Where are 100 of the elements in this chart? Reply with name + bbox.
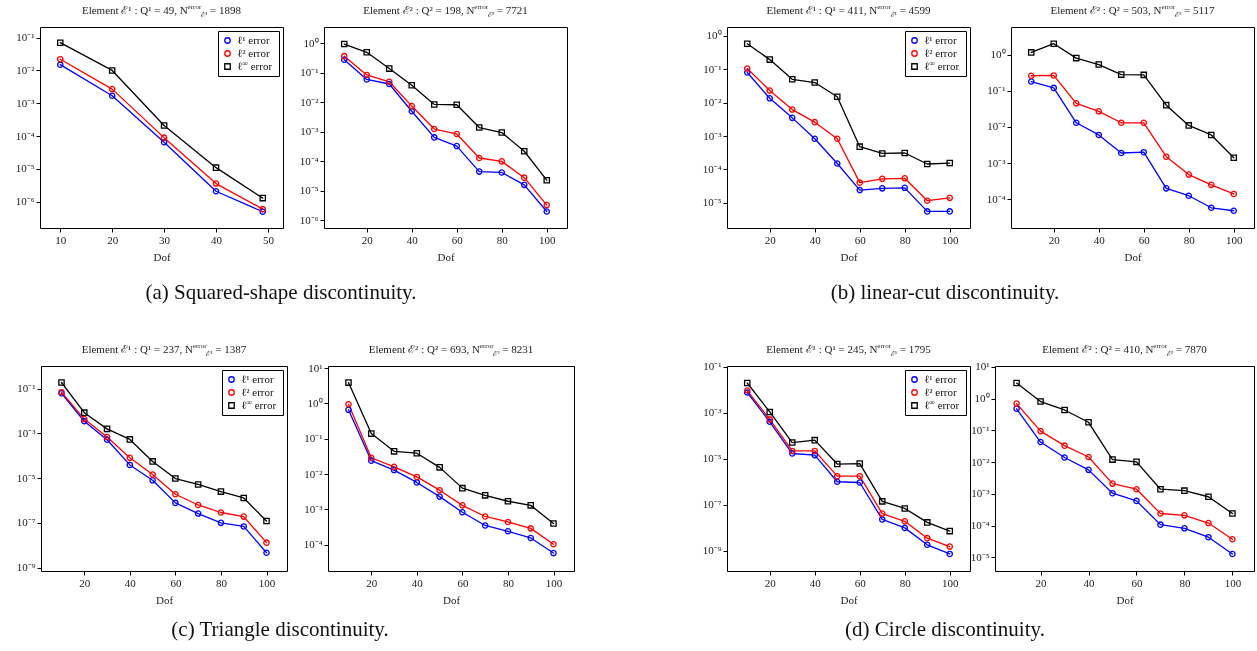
point: [878, 498, 886, 505]
point: [1205, 493, 1212, 501]
chart-title: Element ℰ² : Q² = 410, N$^{error}$$_{ℰ²}$ = 7870: [1041, 342, 1208, 359]
y-tick-label: 10⁰: [307, 396, 323, 409]
point: [475, 168, 483, 175]
y-tick-label: 10⁻⁹: [16, 561, 36, 574]
point: [520, 181, 528, 189]
point: [103, 425, 111, 433]
chart-title: Element ℰ² : Q² = 693, N$^{error}$$_{ℰ²}$ = 8231: [367, 342, 535, 359]
point: [459, 484, 466, 492]
x-tick-label: 20: [79, 576, 91, 589]
x-tick-label: 60: [1138, 233, 1151, 246]
x-tick-label: 60: [1131, 576, 1143, 589]
legend-label: ℓ$^{∞}$ error: [924, 397, 960, 411]
point: [743, 379, 751, 387]
x-tick-label: 100: [539, 233, 556, 246]
legend-label: ℓ$^{∞}$ error: [237, 58, 273, 72]
point: [1117, 71, 1125, 78]
x-tick-label: 20: [1048, 233, 1061, 246]
point: [263, 517, 270, 525]
point: [878, 175, 886, 183]
y-tick-label: 10⁻⁴: [970, 519, 990, 532]
point: [833, 460, 841, 468]
point: [430, 101, 438, 108]
point: [481, 513, 489, 520]
point: [856, 479, 864, 486]
point: [390, 448, 398, 455]
y-tick-label: 10⁻²: [971, 455, 991, 468]
legend-label: ℓ¹ error: [241, 372, 275, 385]
point: [1037, 427, 1044, 435]
point: [436, 486, 443, 494]
y-tick-label: 10⁰: [990, 48, 1006, 61]
point: [1061, 442, 1068, 449]
point: [1072, 119, 1080, 127]
chart-title: Element ℰ¹ : Q¹ = 237, N$^{error}$$_{ℰ¹}$ = 1387: [80, 342, 248, 359]
point: [504, 497, 512, 505]
x-tick-label: 80: [215, 576, 228, 589]
point: [430, 134, 438, 141]
x-tick-label: 40: [406, 233, 419, 246]
legend-label: ℓ¹ error: [924, 33, 958, 46]
y-tick-label: 10⁻⁴: [303, 538, 323, 551]
x-tick-label: 40: [1083, 576, 1096, 589]
point: [160, 122, 168, 129]
point: [1109, 456, 1116, 463]
y-tick-label: 10⁻¹: [16, 31, 35, 44]
point: [811, 118, 819, 126]
point: [543, 176, 551, 184]
y-tick-label: 10⁻⁹: [702, 544, 722, 557]
y-tick-label: 10⁻⁶: [299, 213, 319, 226]
x-tick-label: 20: [107, 233, 119, 246]
chart-title: Element ℰ¹ : Q¹ = 411, N$^{error}$$_{ℰ¹}$ = 4599: [765, 3, 932, 20]
point: [550, 520, 557, 527]
legend-label: ℓ$^{∞}$ error: [241, 397, 277, 411]
x-tick-label: 20: [361, 233, 374, 246]
point: [108, 92, 116, 100]
x-tick-label: 80: [899, 576, 912, 589]
point: [520, 174, 528, 181]
point: [1095, 108, 1103, 115]
point: [901, 175, 909, 182]
point: [58, 379, 65, 386]
point: [833, 93, 841, 101]
point: [1157, 510, 1164, 517]
point: [367, 430, 375, 437]
x-axis-title: Dof: [1124, 250, 1142, 263]
point: [1205, 519, 1212, 527]
text: (b) linear-cut discontinuity.: [830, 280, 1060, 304]
y-tick-label: 10⁻⁵: [702, 452, 722, 465]
point: [901, 149, 909, 157]
point: [212, 180, 220, 187]
point: [1085, 418, 1092, 426]
point: [1109, 489, 1116, 497]
point: [459, 502, 466, 509]
point: [1157, 521, 1164, 528]
x-tick-label: 20: [764, 576, 777, 589]
y-tick-label: 10¹: [308, 361, 323, 374]
y-tick-label: 10⁻³: [17, 426, 37, 439]
point: [856, 460, 864, 467]
point: [1181, 487, 1188, 494]
y-tick-label: 10⁻²: [300, 95, 320, 108]
point: [1133, 458, 1140, 466]
y-tick-label: 10⁻⁵: [299, 184, 319, 197]
point: [1013, 379, 1020, 387]
point: [436, 493, 443, 500]
point: [1085, 466, 1092, 474]
point: [923, 519, 931, 526]
point: [1050, 72, 1058, 79]
x-tick-label: 80: [1183, 233, 1196, 246]
point: [459, 508, 466, 516]
point: [1072, 100, 1080, 107]
x-tick-label: 100: [942, 233, 959, 246]
line-series: [345, 379, 557, 527]
point: [1085, 453, 1092, 461]
point: [1133, 497, 1140, 505]
point: [1027, 49, 1035, 56]
legend-label: ℓ¹ error: [237, 33, 271, 46]
x-tick-label: 50: [262, 233, 275, 246]
x-tick-label: 60: [457, 576, 469, 589]
y-tick-label: 10⁻²: [987, 120, 1007, 133]
chart-title: Element ℰ² : Q² = 503, N$^{error}$$_{ℰ²}$ = 5117: [1049, 3, 1216, 20]
point: [1140, 71, 1148, 79]
